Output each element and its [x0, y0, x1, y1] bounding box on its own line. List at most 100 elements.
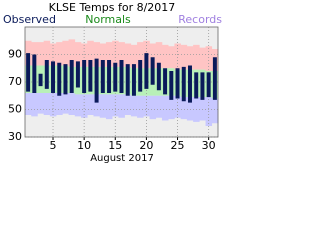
observed-bar	[181, 66, 186, 102]
record-high-band	[31, 42, 38, 66]
record-high-band	[149, 43, 157, 69]
record-low-band	[168, 95, 175, 120]
plot-frame	[24, 26, 219, 138]
record-high-band	[168, 46, 175, 69]
record-high-band	[199, 47, 206, 70]
observed-bar	[175, 68, 180, 99]
record-low-band	[31, 93, 38, 117]
record-low-band	[143, 95, 150, 117]
observed-bar	[212, 57, 217, 100]
record-low-band	[161, 95, 169, 121]
record-high-band	[180, 44, 188, 70]
observed-bar	[131, 64, 136, 96]
observed-bar	[94, 58, 99, 103]
record-high-band	[74, 42, 82, 67]
observed-bar	[125, 64, 130, 96]
record-low-band	[130, 95, 138, 117]
record-high-band	[62, 40, 69, 66]
x-tick-label: 5	[50, 139, 57, 152]
record-low-band	[186, 97, 194, 121]
observed-bar	[51, 61, 56, 93]
record-high-band	[37, 42, 44, 66]
y-tick-label: 70	[8, 75, 22, 88]
observed-bar	[169, 71, 174, 100]
record-low-band	[99, 94, 107, 118]
record-low-band	[149, 95, 157, 120]
observed-bar	[194, 72, 199, 99]
y-tick-label: 30	[8, 130, 22, 143]
observed-bar	[156, 62, 161, 91]
record-low-band	[124, 94, 132, 115]
record-high-band	[68, 39, 76, 67]
record-high-band	[81, 43, 88, 67]
record-high-band	[124, 43, 132, 67]
observed-bar	[163, 68, 168, 95]
chart: KLSE Temps for 8/2017 August 2017 30 50 70…	[3, 1, 222, 164]
record-high-band	[56, 42, 63, 66]
record-low-band	[62, 93, 69, 114]
record-high-band	[87, 40, 94, 67]
y-tick-label: 50	[8, 103, 22, 116]
observed-bar	[206, 72, 211, 98]
legend-entry: Records	[178, 13, 222, 26]
observed-bar	[32, 54, 37, 93]
record-high-band	[112, 40, 119, 67]
observed-bar	[63, 64, 68, 95]
record-low-band	[174, 95, 181, 118]
observed-bar	[75, 61, 80, 88]
record-high-band	[193, 44, 200, 70]
record-low-band	[68, 93, 76, 115]
record-low-band	[137, 95, 144, 118]
observed-bar	[150, 57, 155, 85]
record-high-band	[161, 44, 169, 69]
observed-bar	[107, 60, 112, 93]
record-low-band	[37, 93, 44, 114]
legend-entry: Normals	[85, 13, 131, 26]
record-low-band	[81, 94, 88, 118]
record-low-band	[56, 93, 63, 115]
record-low-band	[199, 97, 206, 121]
observed-bar	[119, 60, 124, 93]
record-low-band	[118, 94, 125, 118]
record-high-band	[174, 43, 181, 70]
x-tick-label: 20	[139, 139, 153, 152]
x-tick-label: 10	[77, 139, 91, 152]
x-tick-label: 15	[108, 139, 122, 152]
record-high-band	[137, 42, 144, 69]
record-low-band	[93, 94, 101, 117]
record-low-band	[87, 94, 94, 115]
observed-bar	[82, 60, 87, 93]
record-low-band	[25, 93, 32, 115]
legend-entry: Observed	[3, 13, 56, 26]
record-high-band	[43, 40, 51, 66]
record-low-band	[74, 94, 82, 117]
observed-bar	[38, 73, 43, 87]
observed-bar	[100, 60, 105, 93]
observed-bar	[69, 60, 74, 93]
observed-bar	[187, 65, 192, 103]
record-high-band	[186, 46, 194, 70]
record-low-band	[180, 97, 188, 120]
record-low-band	[43, 93, 51, 115]
record-high-band	[130, 44, 138, 69]
record-low-band	[49, 93, 57, 117]
observed-bar	[144, 53, 149, 89]
record-low-band	[105, 94, 113, 120]
observed-bar	[88, 60, 93, 92]
record-low-band	[155, 95, 163, 118]
chart-title: KLSE Temps for 8/2017	[49, 1, 176, 14]
x-axis-label: August 2017	[90, 153, 154, 164]
record-high-band	[93, 42, 101, 67]
record-low-band	[211, 98, 219, 124]
record-high-band	[99, 43, 107, 67]
record-high-band	[205, 46, 213, 71]
observed-bar	[113, 62, 118, 92]
observed-bar	[200, 72, 205, 100]
x-tick-label: 30	[202, 139, 216, 152]
record-high-band	[155, 42, 163, 69]
observed-bar	[57, 62, 62, 96]
observed-bar	[138, 60, 143, 92]
observed-bar	[44, 60, 49, 89]
observed-bar	[26, 53, 31, 92]
y-tick-label: 90	[8, 48, 22, 61]
